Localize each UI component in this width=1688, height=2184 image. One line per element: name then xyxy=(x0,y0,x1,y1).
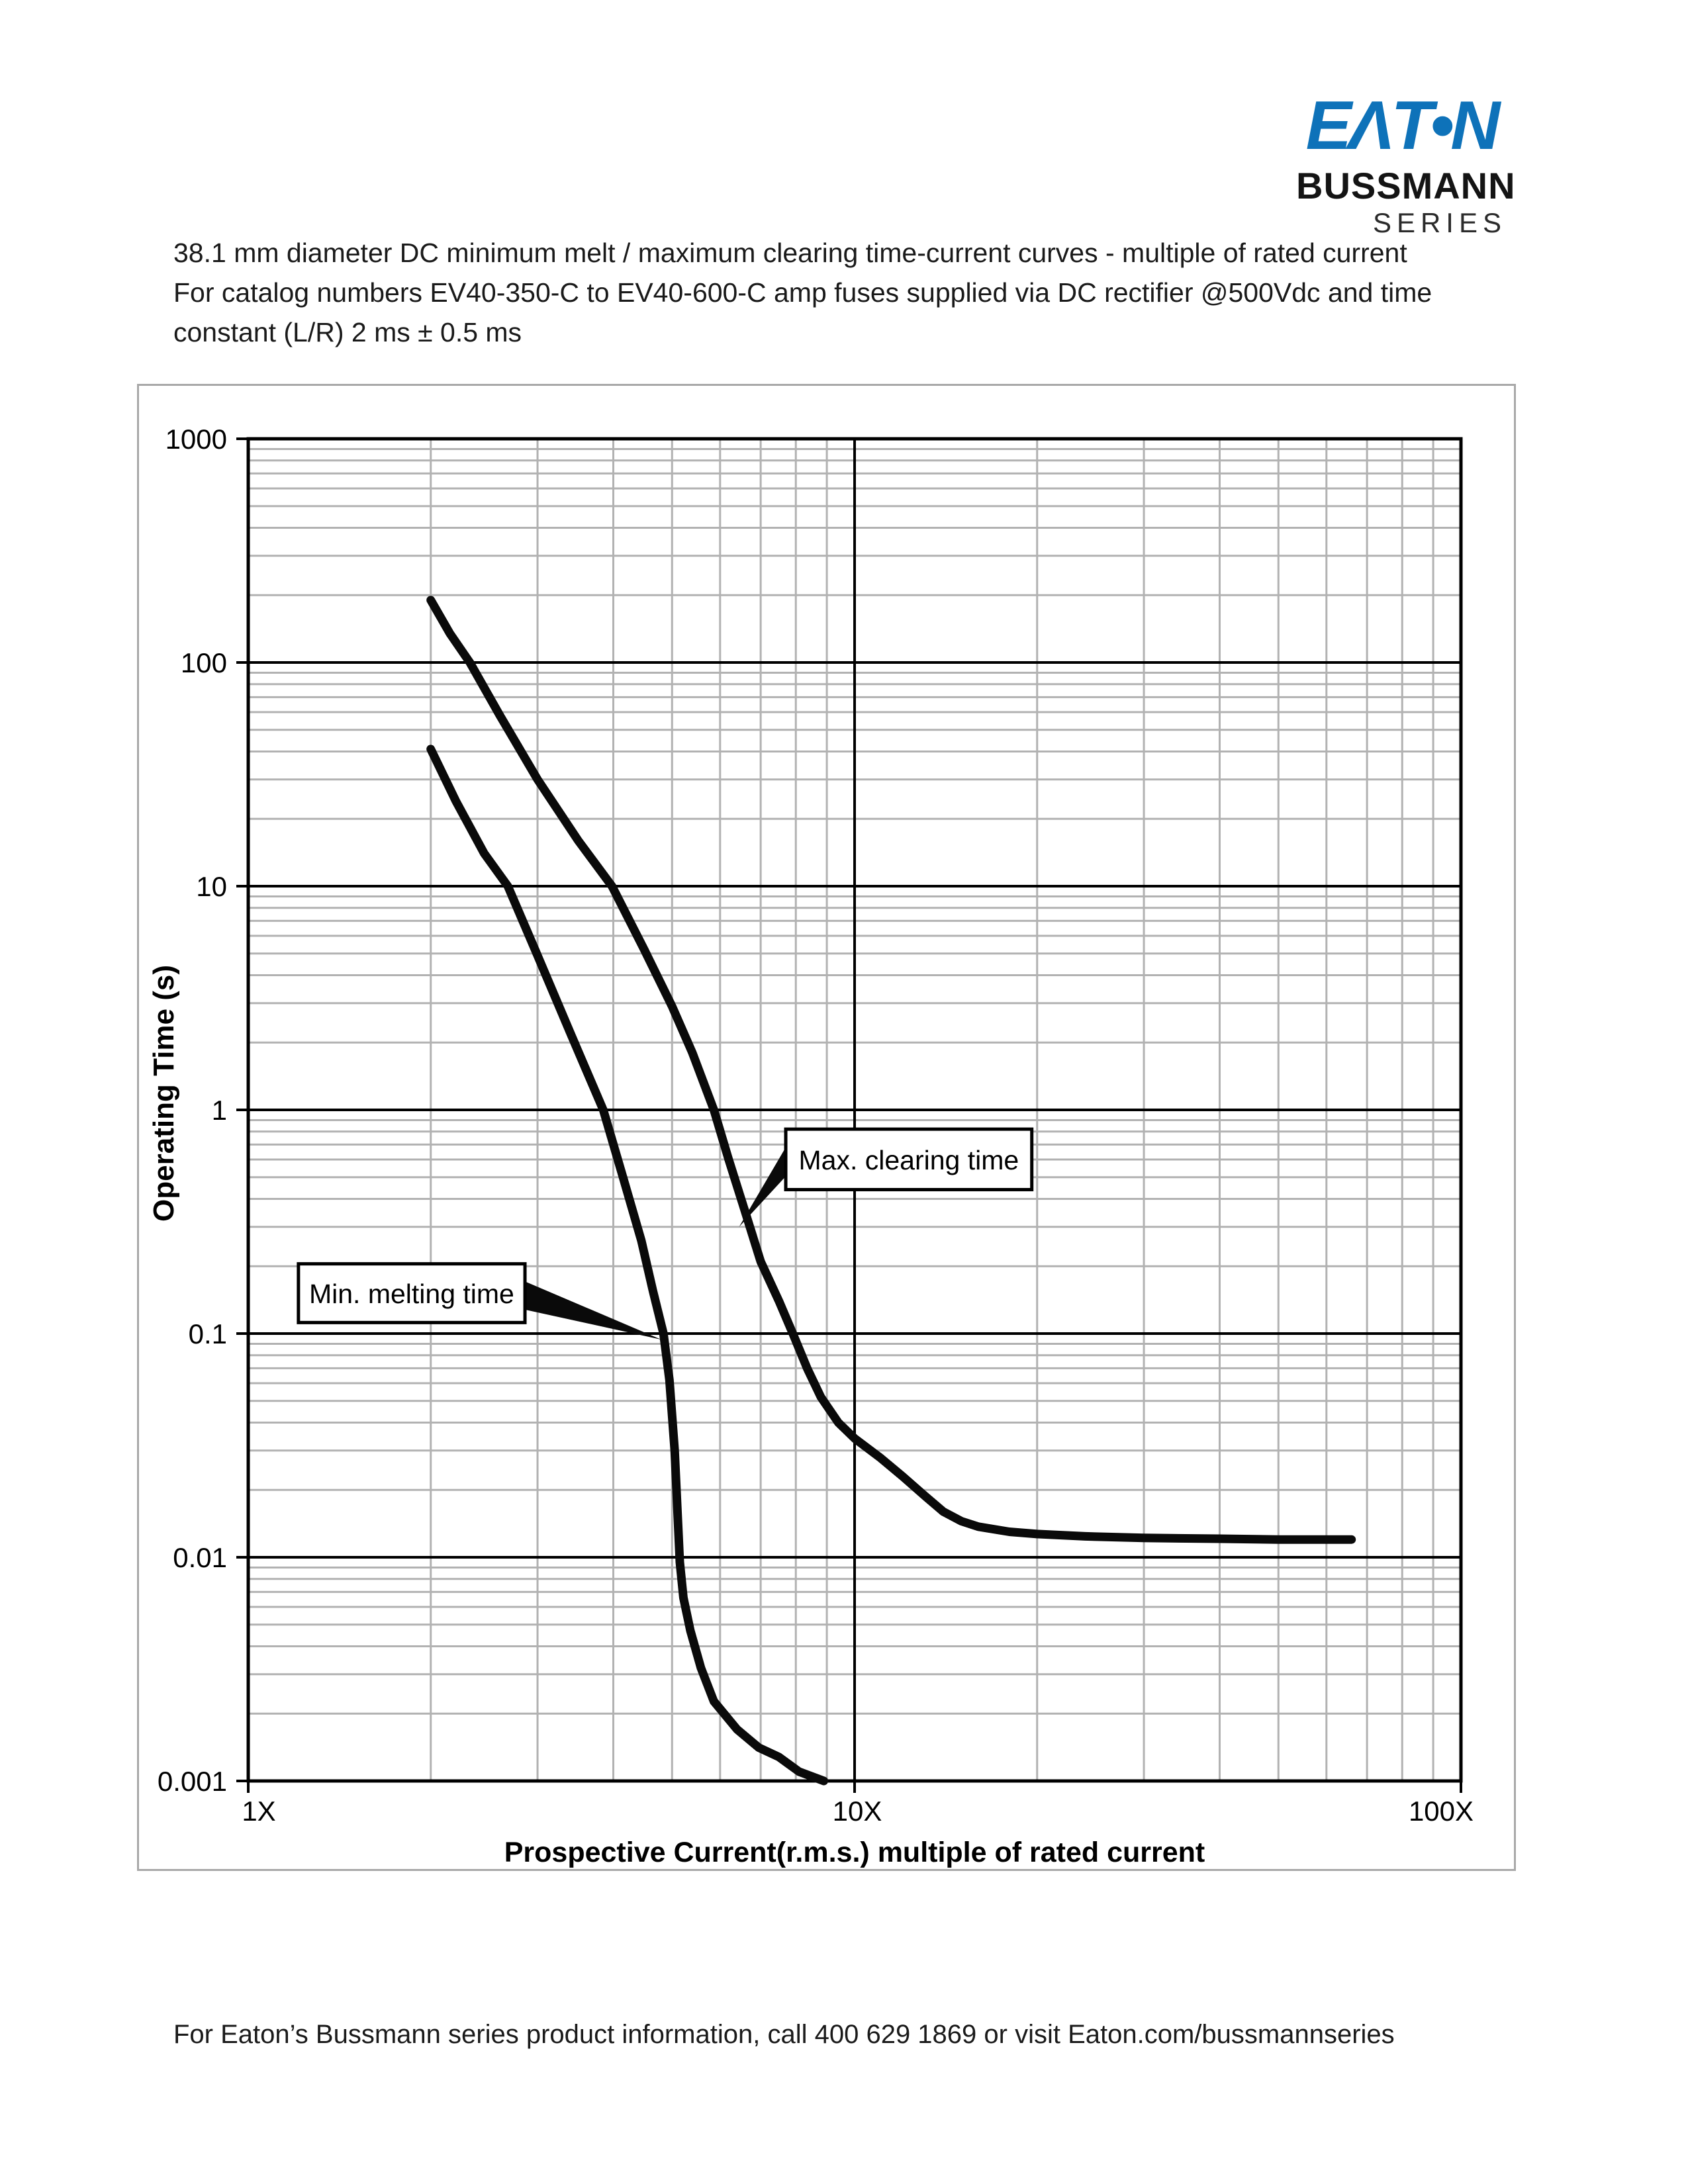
series-label: SERIES xyxy=(1372,207,1507,238)
y-tick-label: 10 xyxy=(196,871,227,902)
callout-box xyxy=(297,1262,527,1324)
y-tick-label: 100 xyxy=(181,647,227,678)
eaton-wordmark: EΛT•N xyxy=(1305,87,1501,164)
footer-text: For Eaton’s Bussmann series product info… xyxy=(173,2020,1395,2049)
callout-pointer xyxy=(525,1281,662,1340)
x-tick-label: 10X xyxy=(833,1796,882,1827)
x-tick-label: 100X xyxy=(1409,1796,1474,1827)
y-tick-label: 0.1 xyxy=(189,1318,227,1349)
title-line-2: For catalog numbers EV40-350-C to EV40-6… xyxy=(173,277,1432,308)
eaton-logo: EΛT•N BUSSMANN SERIES xyxy=(1296,87,1516,239)
min-melting-callout-label: Min. melting time xyxy=(309,1279,514,1309)
x-axis-title: Prospective Current(r.m.s.) multiple of … xyxy=(504,1837,1205,1868)
title-line-3: constant (L/R) 2 ms ± 0.5 ms xyxy=(173,317,522,347)
y-tick-label: 0.01 xyxy=(173,1542,227,1573)
chart-svg: 1000 100 10 1 0.1 0.01 0.001 1X 10X 100X Prospecti… xyxy=(148,424,1474,1868)
x-tick-label: 1X xyxy=(242,1796,275,1827)
curve-min-melting-time xyxy=(426,745,829,1786)
callout-box xyxy=(784,1127,1034,1192)
y-tick-label: 1000 xyxy=(165,424,227,455)
max-clearing-callout-label: Max. clearing time xyxy=(799,1145,1019,1175)
title-line-1: 38.1 mm diameter DC minimum melt / maxim… xyxy=(173,238,1407,268)
callout-pointer xyxy=(739,1147,786,1227)
y-tick-label: 0.001 xyxy=(158,1766,227,1797)
y-tick-label: 1 xyxy=(212,1095,227,1126)
document-title: 38.1 mm diameter DC minimum melt / maxim… xyxy=(173,233,1537,352)
y-axis-title: Operating Time (s) xyxy=(148,965,180,1222)
curve-max-clearing-time xyxy=(426,596,1356,1544)
chart-frame: 1000 100 10 1 0.1 0.01 0.001 1X 10X 100X Prospecti… xyxy=(137,384,1516,1871)
bussmann-label: BUSSMANN xyxy=(1296,165,1516,206)
